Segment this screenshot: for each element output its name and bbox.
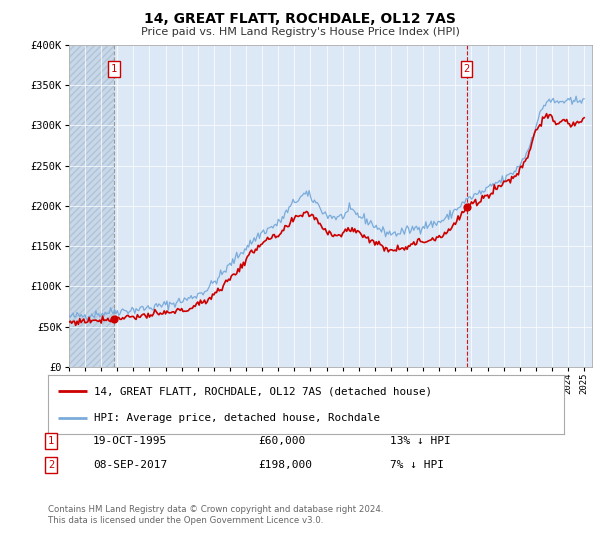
Text: Price paid vs. HM Land Registry's House Price Index (HPI): Price paid vs. HM Land Registry's House … bbox=[140, 27, 460, 37]
Bar bbox=[69, 45, 114, 367]
Text: 1: 1 bbox=[48, 436, 54, 446]
Text: 2: 2 bbox=[48, 460, 54, 470]
Text: £198,000: £198,000 bbox=[258, 460, 312, 470]
Point bbox=[109, 314, 119, 323]
Text: £60,000: £60,000 bbox=[258, 436, 305, 446]
Bar bbox=[467, 45, 592, 367]
Text: 14, GREAT FLATT, ROCHDALE, OL12 7AS (detached house): 14, GREAT FLATT, ROCHDALE, OL12 7AS (det… bbox=[94, 386, 433, 396]
Point bbox=[462, 203, 472, 212]
Text: HPI: Average price, detached house, Rochdale: HPI: Average price, detached house, Roch… bbox=[94, 413, 380, 423]
Text: 1: 1 bbox=[111, 64, 117, 74]
Text: 2: 2 bbox=[464, 64, 470, 74]
Text: 13% ↓ HPI: 13% ↓ HPI bbox=[390, 436, 451, 446]
Text: 14, GREAT FLATT, ROCHDALE, OL12 7AS: 14, GREAT FLATT, ROCHDALE, OL12 7AS bbox=[144, 12, 456, 26]
Text: Contains HM Land Registry data © Crown copyright and database right 2024.
This d: Contains HM Land Registry data © Crown c… bbox=[48, 505, 383, 525]
Text: 08-SEP-2017: 08-SEP-2017 bbox=[93, 460, 167, 470]
Text: 7% ↓ HPI: 7% ↓ HPI bbox=[390, 460, 444, 470]
Text: 19-OCT-1995: 19-OCT-1995 bbox=[93, 436, 167, 446]
